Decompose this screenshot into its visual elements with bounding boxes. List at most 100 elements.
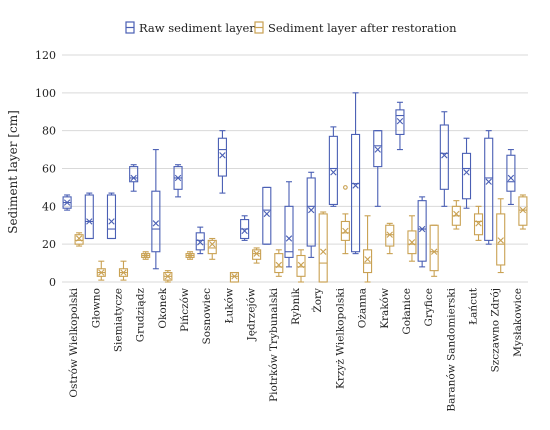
box [506, 149, 516, 205]
box [163, 270, 173, 283]
box-body [461, 152, 472, 200]
box [417, 196, 427, 268]
box [407, 215, 417, 262]
mean-marker [463, 169, 470, 176]
x-tick-label: Siemiatycze [112, 288, 124, 352]
mean-marker [241, 227, 248, 235]
box-body [417, 200, 427, 262]
mean-marker [164, 273, 172, 280]
legend: Raw sediment layer Sediment layer after … [125, 21, 457, 35]
box-body [484, 137, 494, 241]
mean-marker [285, 235, 293, 242]
mean-marker [364, 256, 371, 263]
box-body [252, 249, 262, 260]
x-tick-label: Sosnowiec [201, 288, 213, 345]
x-tick-label: Rybnik [290, 287, 302, 324]
y-tick-label: 120 [35, 49, 56, 62]
mean-marker [453, 210, 460, 218]
mean-marker [418, 225, 426, 233]
x-tick-label: Mysłakowice [512, 288, 524, 357]
box [118, 260, 129, 281]
box-body [318, 213, 328, 283]
box [284, 181, 294, 268]
y-axis-label: Sediment layer [cm] [6, 110, 20, 234]
box [106, 192, 117, 240]
box [473, 205, 484, 241]
box [141, 251, 151, 260]
box [340, 185, 350, 255]
box [262, 186, 272, 245]
box [185, 251, 195, 260]
box-body [506, 154, 516, 192]
box-body [373, 130, 383, 168]
x-tick-label: Łuków [223, 288, 235, 323]
mean-marker [330, 169, 337, 176]
mean-marker [441, 152, 448, 159]
y-axis-ticks: 0 20 40 60 80 100 120 [35, 49, 56, 289]
box [328, 126, 338, 207]
y-tick-label: 20 [42, 238, 56, 251]
x-tick-label: Szczawno Zdrój [490, 288, 502, 372]
x-tick-label: Łańcut [468, 287, 480, 325]
mean-marker [396, 118, 404, 125]
x-tick-label: Gołanice [401, 288, 413, 335]
mean-marker [186, 252, 194, 259]
box-body [439, 124, 449, 190]
x-tick-label: Piotrków Trybunalski [268, 287, 280, 402]
box-body [84, 194, 94, 240]
y-tick-label: 40 [42, 200, 56, 213]
mean-marker [342, 227, 349, 235]
mean-marker [120, 269, 127, 276]
mean-marker [497, 237, 504, 244]
mean-marker [75, 235, 83, 242]
mean-marker [86, 218, 93, 225]
mean-marker [142, 252, 149, 259]
x-tick-label: Baranów Sandomierski [445, 287, 457, 411]
mean-marker [152, 220, 160, 227]
legend-label-restored: Sediment layer after restoration [268, 21, 457, 35]
x-tick-label: Ożanna [357, 288, 369, 328]
mean-marker [352, 182, 359, 189]
x-axis-categories: Ostrów Wielkopolski Głowno Siemiatycze Grud… [68, 287, 524, 411]
gridlines [62, 54, 528, 283]
box [296, 249, 306, 283]
box [96, 260, 106, 281]
box [461, 137, 472, 209]
mean-marker [519, 206, 527, 214]
mean-marker [219, 152, 226, 159]
box [318, 211, 328, 283]
box [496, 198, 506, 274]
legend-item-restored: Sediment layer after restoration [254, 21, 457, 35]
x-tick-label: Grudziądz [135, 288, 147, 343]
box-body [429, 224, 439, 272]
box [252, 247, 262, 264]
box-body [262, 186, 272, 245]
box-body [306, 177, 316, 247]
box [351, 92, 361, 255]
box-body [151, 190, 161, 253]
box [518, 194, 528, 230]
box-body [395, 109, 405, 135]
mean-marker [507, 174, 515, 182]
mean-marker [253, 250, 260, 257]
mean-marker [308, 206, 315, 214]
x-tick-label: Pińczów [179, 288, 191, 332]
mean-marker [408, 239, 416, 246]
x-tick-label: Kraków [379, 288, 391, 329]
x-tick-label: Jędrzejów [246, 288, 258, 341]
y-tick-label: 100 [35, 87, 56, 100]
box [240, 215, 250, 241]
x-tick-label: Ostrów Wielkopolski [68, 287, 80, 397]
box-body [328, 135, 338, 205]
box [217, 130, 227, 194]
box-body [473, 213, 484, 236]
mean-marker [263, 210, 270, 218]
legend-item-raw: Raw sediment layer [125, 21, 255, 35]
box-body [74, 234, 84, 245]
box [484, 130, 494, 245]
mean-marker [320, 248, 327, 255]
box-body [229, 271, 239, 283]
box [429, 224, 439, 277]
mean-marker [231, 273, 238, 280]
